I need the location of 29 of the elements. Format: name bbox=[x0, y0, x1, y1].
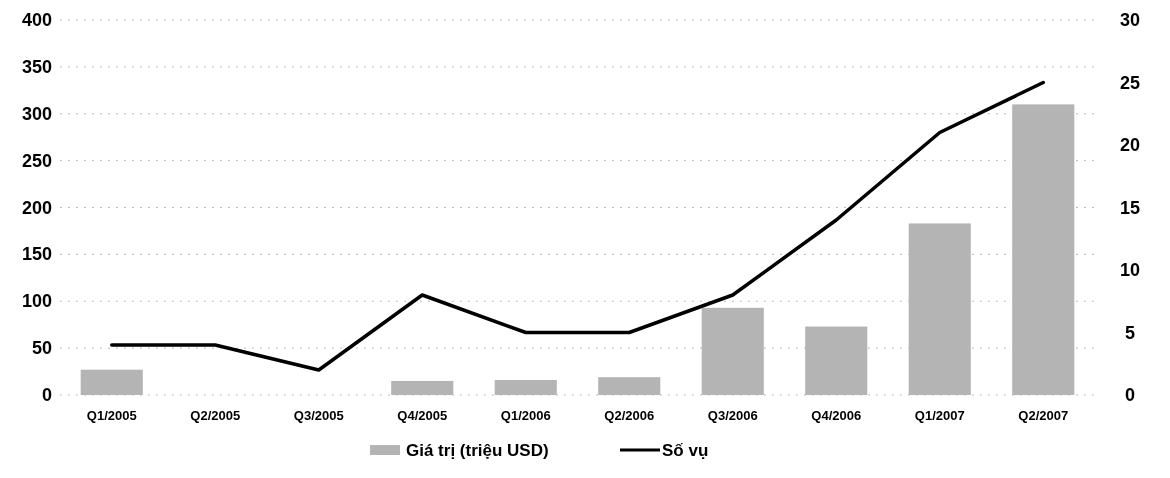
y-tick-label: 300 bbox=[21, 103, 52, 124]
x-tick-label: Q3/2005 bbox=[293, 408, 344, 423]
x-tick-label: Q3/2006 bbox=[707, 408, 758, 423]
y-tick-label: 250 bbox=[21, 150, 52, 171]
y-tick-label: 0 bbox=[41, 385, 52, 405]
x-tick-label: Q2/2005 bbox=[190, 408, 241, 423]
y2-tick-label: 25 bbox=[1119, 72, 1141, 93]
y2-tick-label: 5 bbox=[1124, 322, 1136, 343]
y2-tick-label: 0 bbox=[1124, 385, 1136, 405]
y2-tick-label: 10 bbox=[1119, 260, 1141, 280]
x-tick-label: Q1/2006 bbox=[500, 408, 551, 423]
y-tick-label: 350 bbox=[21, 56, 52, 77]
legend-label: Giá trị (triệu USD) bbox=[406, 441, 549, 460]
x-tick-label: Q1/2005 bbox=[86, 408, 137, 423]
x-tick-label: Q2/2006 bbox=[604, 408, 655, 423]
y-tick-label: 150 bbox=[21, 244, 52, 265]
y-tick-label: 50 bbox=[31, 338, 52, 359]
y-tick-label: 400 bbox=[21, 10, 52, 30]
x-tick-label: Q2/2007 bbox=[1018, 408, 1069, 423]
x-tick-label: Q1/2007 bbox=[914, 408, 965, 423]
y-tick-label: 100 bbox=[21, 291, 52, 312]
line-series bbox=[110, 80, 1045, 372]
y-tick-label: 200 bbox=[21, 197, 52, 218]
x-tick-label: Q4/2005 bbox=[397, 408, 448, 423]
y2-tick-label: 15 bbox=[1119, 197, 1141, 218]
y2-tick-label: 20 bbox=[1119, 135, 1141, 155]
y2-tick-label: 30 bbox=[1119, 10, 1141, 30]
legend-label: Số vụ bbox=[662, 441, 709, 460]
x-tick-label: Q4/2006 bbox=[811, 408, 862, 423]
